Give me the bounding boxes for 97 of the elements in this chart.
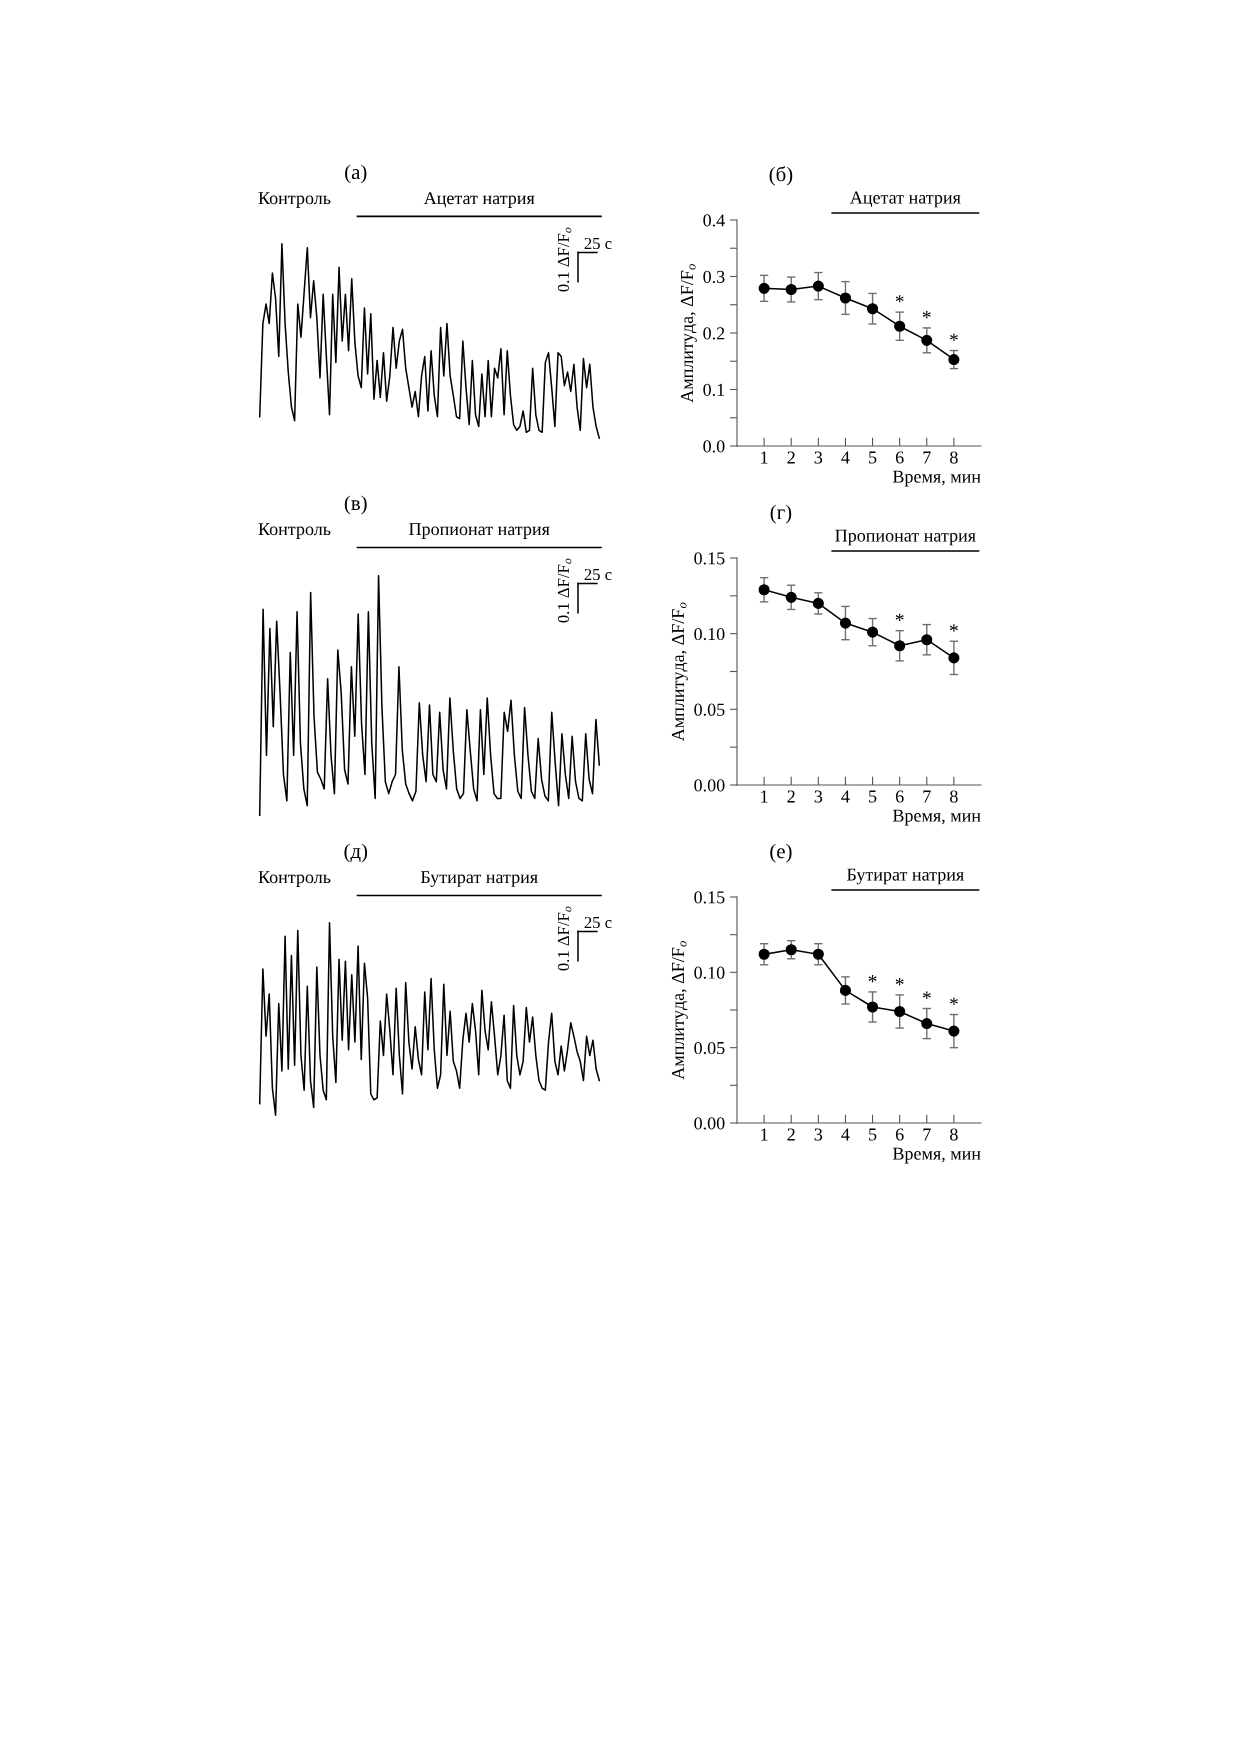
point — [948, 1025, 960, 1037]
annotation: * — [868, 975, 877, 983]
annotation: 25 с — [584, 568, 612, 581]
x-tick-label: 2 — [787, 1128, 795, 1141]
annotation: 0.1 ΔF/F$_{o}$ — [557, 906, 572, 971]
x-tick-label: 3 — [814, 451, 823, 464]
annotation: * — [949, 624, 958, 632]
text: Контроль — [258, 523, 331, 539]
point — [812, 948, 824, 960]
point — [921, 634, 933, 646]
x-tick-label: 7 — [923, 451, 931, 464]
x-tick-label: 1 — [761, 1128, 768, 1141]
y-tick-label: 0.05 — [694, 1041, 725, 1055]
y-tick-label: 0.3 — [703, 270, 725, 284]
x-tick-label: 5 — [869, 790, 877, 803]
x-tick-label: 1 — [761, 790, 768, 803]
point — [866, 1001, 879, 1013]
text: Ацетат натрия — [849, 191, 961, 208]
point — [758, 584, 770, 596]
text: Контроль — [258, 871, 331, 887]
annotation: * — [895, 978, 904, 986]
text: Бутират натрия — [846, 868, 964, 885]
x-tick-label: 3 — [814, 790, 823, 803]
y-tick-label: 0.10 — [694, 966, 725, 979]
point — [866, 626, 879, 638]
x-tick-label: 4 — [841, 1128, 850, 1141]
chart-title: (а) — [345, 164, 367, 184]
point — [921, 1018, 933, 1030]
annotation: * — [922, 311, 931, 319]
point — [921, 334, 933, 346]
x-tick-label: 8 — [950, 790, 958, 803]
point — [894, 320, 906, 332]
y-tick-label: 0.4 — [703, 214, 725, 227]
point — [894, 1005, 906, 1018]
point — [839, 617, 852, 629]
point — [839, 984, 852, 996]
y-tick-label: 0.15 — [694, 552, 725, 565]
y-tick-label: 0.15 — [694, 891, 725, 904]
y-tick-label: 0.05 — [694, 703, 725, 716]
point — [894, 640, 906, 652]
y-axis-title: Амплитуда, ΔF/F$_{o}$ — [681, 264, 697, 403]
chart-title: (е) — [770, 843, 792, 863]
y-tick-label: 0.10 — [694, 627, 725, 641]
point — [839, 292, 852, 304]
y-tick-label: 0.0 — [703, 440, 725, 453]
annotation: * — [949, 333, 958, 341]
text: Пропионат натрия — [409, 523, 550, 539]
text: Бутират натрия — [420, 871, 538, 887]
annotation: 0.1 ΔF/F$_{o}$ — [557, 558, 572, 623]
chart-title: (д) — [344, 843, 368, 863]
y-axis-title: Амплитуда, ΔF/F$_{o}$ — [671, 941, 688, 1080]
x-tick-label: 8 — [950, 451, 958, 464]
y-tick-label: 0.00 — [694, 779, 725, 792]
point — [785, 283, 797, 296]
x-axis-title: Время, мин — [892, 809, 981, 826]
y-tick-label: 0.2 — [703, 327, 725, 340]
x-tick-label: 2 — [787, 790, 795, 803]
x-tick-label: 6 — [895, 790, 904, 803]
x-tick-label: 5 — [869, 451, 877, 464]
point — [758, 948, 770, 960]
point — [948, 652, 960, 664]
chart-title: (г) — [770, 504, 792, 524]
annotation: 0.1 ΔF/F$_{o}$ — [557, 227, 572, 292]
annotation: * — [949, 997, 958, 1005]
x-tick-label: 4 — [841, 451, 850, 464]
x-tick-label: 5 — [869, 1128, 877, 1141]
x-axis-title: Время, мин — [892, 470, 981, 487]
annotation: 25 с — [584, 237, 612, 250]
x-axis-title: Время, мин — [892, 1147, 981, 1164]
x-tick-label: 6 — [895, 1128, 904, 1141]
x-tick-label: 7 — [923, 790, 931, 803]
x-tick-label: 3 — [814, 1128, 823, 1141]
point — [785, 944, 797, 956]
y-axis-title: Амплитуда, ΔF/F$_{o}$ — [671, 602, 688, 742]
annotation: 25 с — [584, 916, 612, 929]
x-tick-label: 6 — [895, 451, 904, 464]
point — [785, 591, 797, 603]
text: Ацетат натрия — [423, 192, 535, 208]
point — [866, 303, 879, 315]
point — [812, 597, 824, 609]
x-tick-label: 2 — [787, 451, 795, 464]
annotation: * — [895, 295, 904, 303]
chart-title: (б) — [769, 166, 793, 186]
x-tick-label: 8 — [950, 1128, 958, 1141]
text: Контроль — [258, 192, 331, 208]
point — [948, 353, 960, 366]
x-tick-label: 1 — [761, 451, 768, 464]
y-tick-label: 0.00 — [694, 1117, 725, 1130]
annotation: * — [895, 613, 904, 621]
point — [758, 282, 770, 294]
x-tick-label: 4 — [841, 790, 850, 803]
point — [812, 280, 824, 292]
annotation: * — [922, 991, 931, 999]
y-tick-label: 0.1 — [703, 383, 725, 397]
text: Пропионат натрия — [835, 529, 976, 546]
chart-title: (в) — [344, 495, 367, 515]
x-tick-label: 7 — [923, 1128, 931, 1141]
